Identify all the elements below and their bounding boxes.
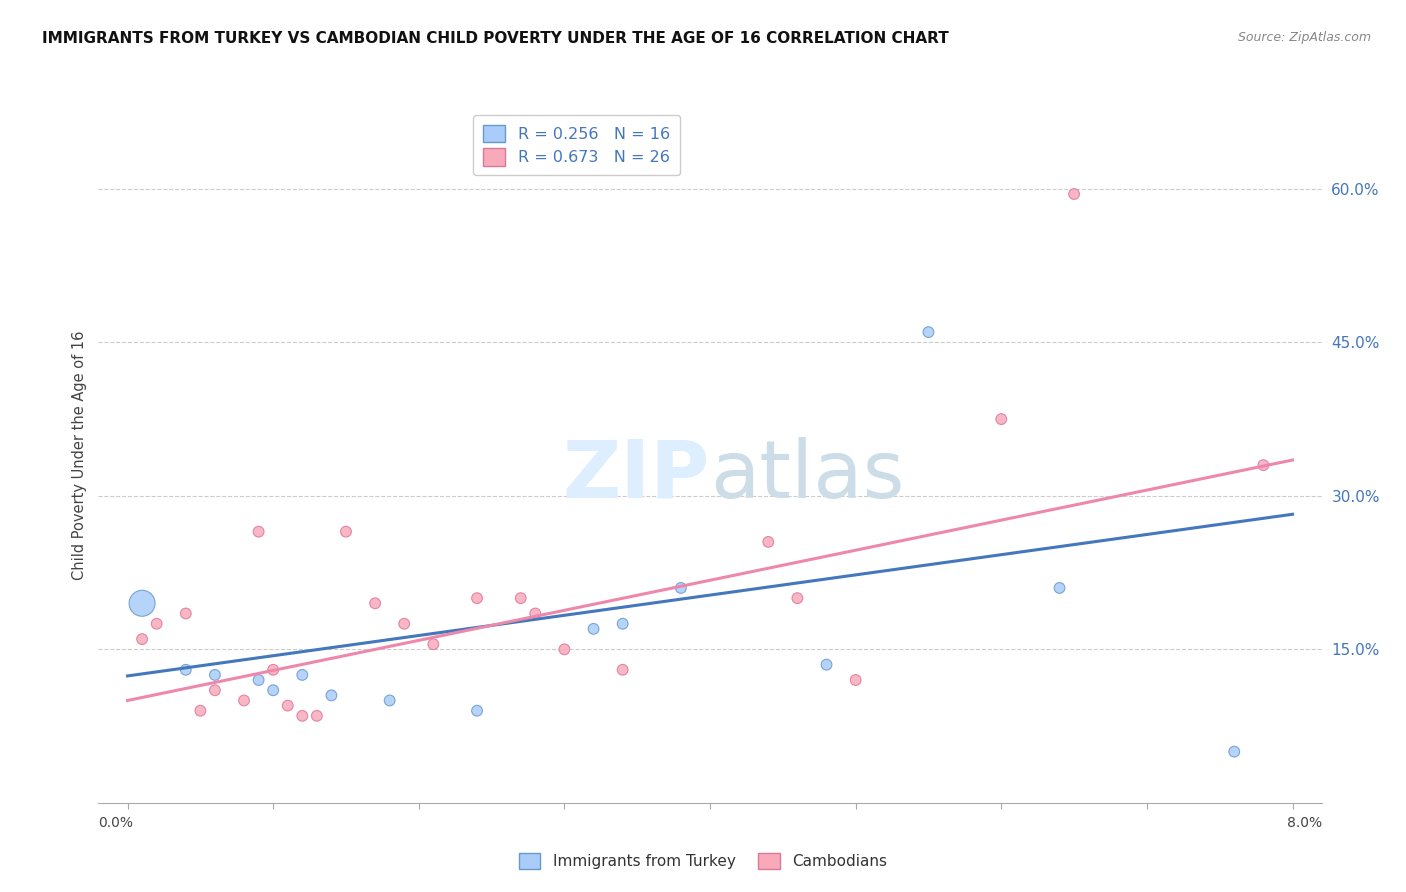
Text: 0.0%: 0.0%: [98, 816, 134, 830]
Point: [392, 616, 415, 631]
Point: [815, 657, 838, 672]
Point: [321, 689, 343, 703]
Point: [465, 591, 488, 606]
Point: [509, 591, 531, 606]
Point: [1223, 745, 1246, 759]
Text: IMMIGRANTS FROM TURKEY VS CAMBODIAN CHILD POVERTY UNDER THE AGE OF 16 CORRELATIO: IMMIGRANTS FROM TURKEY VS CAMBODIAN CHIL…: [42, 31, 949, 46]
Point: [204, 668, 226, 682]
Point: [291, 668, 314, 682]
Point: [174, 663, 197, 677]
Point: [262, 663, 284, 677]
Point: [524, 607, 547, 621]
Point: [131, 632, 153, 646]
Point: [990, 412, 1012, 426]
Point: [233, 693, 256, 707]
Point: [553, 642, 575, 657]
Point: [422, 637, 444, 651]
Point: [465, 704, 488, 718]
Point: [378, 693, 401, 707]
Point: [131, 596, 153, 610]
Point: [188, 704, 212, 718]
Legend: R = 0.256   N = 16, R = 0.673   N = 26: R = 0.256 N = 16, R = 0.673 N = 26: [474, 115, 681, 176]
Point: [612, 616, 634, 631]
Point: [1253, 458, 1275, 472]
Point: [364, 596, 387, 610]
Point: [305, 708, 328, 723]
Point: [145, 616, 167, 631]
Point: [669, 581, 692, 595]
Point: [247, 673, 270, 687]
Point: [582, 622, 605, 636]
Point: [277, 698, 299, 713]
Point: [845, 673, 868, 687]
Point: [612, 663, 634, 677]
Point: [786, 591, 808, 606]
Point: [291, 708, 314, 723]
Text: 8.0%: 8.0%: [1286, 816, 1322, 830]
Text: atlas: atlas: [710, 437, 904, 515]
Point: [917, 325, 939, 339]
Text: Source: ZipAtlas.com: Source: ZipAtlas.com: [1237, 31, 1371, 45]
Legend: Immigrants from Turkey, Cambodians: Immigrants from Turkey, Cambodians: [513, 847, 893, 875]
Point: [756, 535, 779, 549]
Point: [1049, 581, 1071, 595]
Point: [1063, 187, 1085, 202]
Y-axis label: Child Poverty Under the Age of 16: Child Poverty Under the Age of 16: [72, 330, 87, 580]
Point: [335, 524, 357, 539]
Point: [247, 524, 270, 539]
Point: [174, 607, 197, 621]
Text: ZIP: ZIP: [562, 437, 710, 515]
Point: [262, 683, 284, 698]
Point: [204, 683, 226, 698]
